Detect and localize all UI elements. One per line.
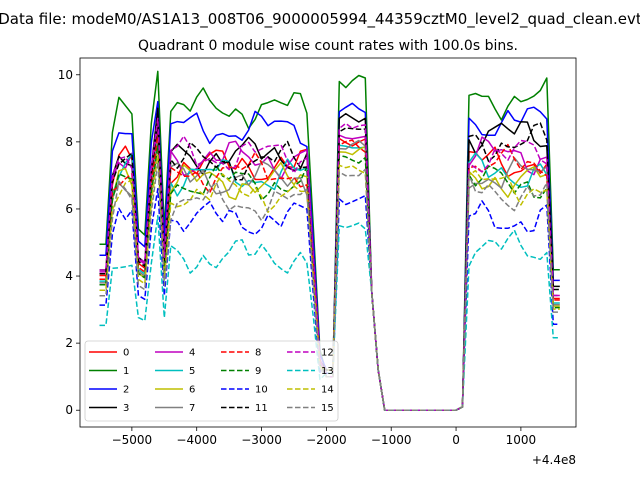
legend-label-4: 4 bbox=[189, 348, 195, 359]
legend-label-15: 15 bbox=[321, 403, 334, 414]
legend-label-9: 9 bbox=[255, 366, 261, 377]
legend-label-2: 2 bbox=[123, 385, 129, 396]
series-line-10 bbox=[99, 188, 560, 411]
legend-label-6: 6 bbox=[189, 385, 195, 396]
legend-label-10: 10 bbox=[255, 385, 268, 396]
y-tick-label: 6 bbox=[65, 202, 73, 216]
x-offset-label: +4.4e8 bbox=[532, 453, 576, 467]
legend-frame bbox=[84, 340, 339, 422]
legend-label-0: 0 bbox=[123, 348, 129, 359]
y-tick-label: 10 bbox=[58, 68, 73, 82]
figure-suptitle: Data file: modeM0/AS1A13_008T06_90000059… bbox=[0, 10, 640, 29]
legend-label-5: 5 bbox=[189, 366, 195, 377]
x-tick-label: 0 bbox=[452, 433, 460, 447]
chart-title: Quadrant 0 module wise count rates with … bbox=[138, 38, 518, 54]
legend-label-8: 8 bbox=[255, 348, 261, 359]
x-axis: −5000 −4000 −3000 −2000 −1000 0 1000 bbox=[112, 427, 537, 447]
legend-label-7: 7 bbox=[189, 403, 195, 414]
legend-label-14: 14 bbox=[321, 385, 334, 396]
axes-frame bbox=[79, 57, 577, 428]
y-tick-label: 8 bbox=[65, 135, 73, 149]
x-tick-label: −5000 bbox=[112, 433, 153, 447]
y-tick-label: 0 bbox=[65, 403, 73, 417]
x-tick-label: −3000 bbox=[241, 433, 282, 447]
x-tick-label: −4000 bbox=[176, 433, 217, 447]
legend-label-3: 3 bbox=[123, 403, 129, 414]
y-axis: 0 2 4 6 8 10 bbox=[58, 68, 80, 417]
legend-label-12: 12 bbox=[321, 348, 334, 359]
x-tick-label: 1000 bbox=[506, 433, 537, 447]
legend-label-13: 13 bbox=[321, 366, 334, 377]
legend-label-11: 11 bbox=[255, 403, 268, 414]
y-tick-label: 2 bbox=[65, 336, 73, 350]
y-tick-label: 4 bbox=[65, 269, 73, 283]
legend-label-1: 1 bbox=[123, 366, 129, 377]
x-tick-label: −2000 bbox=[306, 433, 347, 447]
x-tick-label: −1000 bbox=[371, 433, 412, 447]
